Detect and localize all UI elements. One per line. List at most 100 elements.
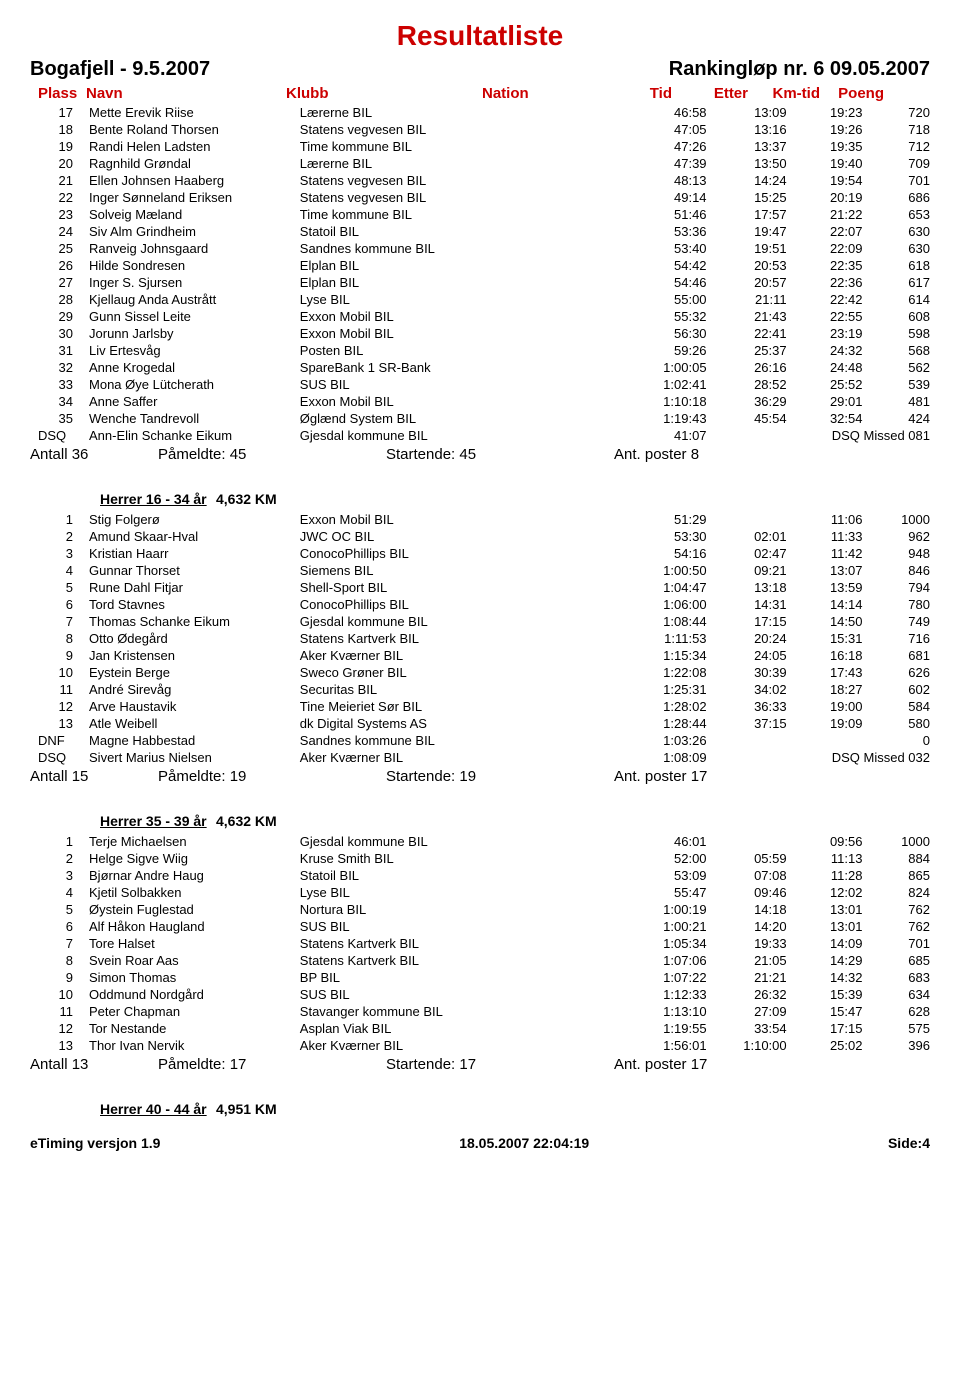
cell-kmtid (787, 732, 863, 749)
cell-plass: 18 (30, 121, 89, 138)
cell-nation (506, 342, 622, 359)
cell-etter: 13:50 (707, 155, 787, 172)
cell-kmtid: 25:02 (787, 1037, 863, 1054)
cell-kmtid: 18:27 (787, 681, 863, 698)
cell-klubb: Elplan BIL (300, 257, 507, 274)
cell-kmtid: 25:52 (787, 376, 863, 393)
cell-klubb: Aker Kværner BIL (300, 1037, 507, 1054)
cell-plass: 5 (30, 901, 89, 918)
cell-poeng: 712 (863, 138, 931, 155)
table-row: 32Anne KrogedalSpareBank 1 SR-Bank1:00:0… (30, 359, 930, 376)
cell-etter: 14:24 (707, 172, 787, 189)
cell-etter: 21:43 (707, 308, 787, 325)
cell-nation (506, 986, 622, 1003)
cell-plass: 34 (30, 393, 89, 410)
cell-poeng: 630 (863, 240, 931, 257)
cell-kmtid: 14:50 (787, 613, 863, 630)
cell-nation (506, 121, 622, 138)
cell-plass: 32 (30, 359, 89, 376)
cell-nation (506, 969, 622, 986)
cell-navn: Eystein Berge (89, 664, 300, 681)
cell-klubb: Securitas BIL (300, 681, 507, 698)
cell-navn: Atle Weibell (89, 715, 300, 732)
cell-klubb: Siemens BIL (300, 562, 507, 579)
cell-plass: 31 (30, 342, 89, 359)
table-row: DSQSivert Marius NielsenAker Kværner BIL… (30, 749, 930, 766)
table-row: 6Alf Håkon HauglandSUS BIL1:00:2114:2013… (30, 918, 930, 935)
cell-tid: 51:46 (622, 206, 706, 223)
cell-navn: Otto Ødegård (89, 630, 300, 647)
cell-kmtid: 22:09 (787, 240, 863, 257)
cell-etter: 02:01 (707, 528, 787, 545)
cell-navn: Kjetil Solbakken (89, 884, 300, 901)
cell-navn: Ragnhild Grøndal (89, 155, 300, 172)
cell-nation (506, 749, 622, 766)
cell-klubb: Stavanger kommune BIL (300, 1003, 507, 1020)
cell-poeng: 653 (863, 206, 931, 223)
cell-navn: Peter Chapman (89, 1003, 300, 1020)
cell-plass: 10 (30, 664, 89, 681)
cell-navn: Arve Haustavik (89, 698, 300, 715)
cell-etter: 14:31 (707, 596, 787, 613)
cell-navn: Ranveig Johnsgaard (89, 240, 300, 257)
table-row: 33Mona Øye LütcherathSUS BIL1:02:4128:52… (30, 376, 930, 393)
cell-tid: 1:04:47 (622, 579, 706, 596)
cell-tid: 1:15:34 (622, 647, 706, 664)
cell-klubb: Asplan Viak BIL (300, 1020, 507, 1037)
cell-kmtid: 14:32 (787, 969, 863, 986)
cell-tid: 54:42 (622, 257, 706, 274)
cell-kmtid: 11:42 (787, 545, 863, 562)
cell-kmtid: 13:01 (787, 901, 863, 918)
cell-tid: 54:16 (622, 545, 706, 562)
cell-tid: 52:00 (622, 850, 706, 867)
cell-klubb: Lærerne BIL (300, 155, 507, 172)
table-row: 25Ranveig JohnsgaardSandnes kommune BIL5… (30, 240, 930, 257)
table-row: 30Jorunn JarlsbyExxon Mobil BIL56:3022:4… (30, 325, 930, 342)
cell-poeng: 685 (863, 952, 931, 969)
table-row: 9Jan KristensenAker Kværner BIL1:15:3424… (30, 647, 930, 664)
table-row: 10Oddmund NordgårdSUS BIL1:12:3326:3215:… (30, 986, 930, 1003)
cell-nation (506, 359, 622, 376)
cell-kmtid: 17:43 (787, 664, 863, 681)
table-row: 13Atle Weibelldk Digital Systems AS1:28:… (30, 715, 930, 732)
cell-poeng: 424 (863, 410, 931, 427)
cell-kmtid: 13:01 (787, 918, 863, 935)
table-row: DSQAnn-Elin Schanke EikumGjesdal kommune… (30, 427, 930, 444)
footer-right: Side:4 (888, 1135, 930, 1151)
table-row: 8Otto ØdegårdStatens Kartverk BIL1:11:53… (30, 630, 930, 647)
cell-tid: 46:01 (622, 833, 706, 850)
cell-klubb: Statens Kartverk BIL (300, 952, 507, 969)
cell-tid: 1:13:10 (622, 1003, 706, 1020)
page-footer: eTiming versjon 1.9 18.05.2007 22:04:19 … (30, 1135, 930, 1151)
cell-nation (506, 308, 622, 325)
cell-plass: 13 (30, 715, 89, 732)
table-row: 2Helge Sigve WiigKruse Smith BIL52:0005:… (30, 850, 930, 867)
cell-klubb: Statens vegvesen BIL (300, 189, 507, 206)
category-distance: 4,632 KM (216, 491, 277, 507)
cell-etter: 25:37 (707, 342, 787, 359)
table-row: 8Svein Roar AasStatens Kartverk BIL1:07:… (30, 952, 930, 969)
cell-tid: 51:29 (622, 511, 706, 528)
cell-kmtid: 11:13 (787, 850, 863, 867)
cell-poeng: 626 (863, 664, 931, 681)
cell-poeng: 614 (863, 291, 931, 308)
table-row: 7Thomas Schanke EikumGjesdal kommune BIL… (30, 613, 930, 630)
cell-plass: 4 (30, 884, 89, 901)
cell-etter: 24:05 (707, 647, 787, 664)
cell-etter: 13:18 (707, 579, 787, 596)
table-row: 11Peter ChapmanStavanger kommune BIL1:13… (30, 1003, 930, 1020)
cell-klubb: Gjesdal kommune BIL (300, 613, 507, 630)
cell-plass: 8 (30, 630, 89, 647)
cell-nation (506, 698, 622, 715)
cell-nation (506, 664, 622, 681)
cell-tid: 55:32 (622, 308, 706, 325)
cell-navn: Wenche Tandrevoll (89, 410, 300, 427)
table-row: 6Tord StavnesConocoPhillips BIL1:06:0014… (30, 596, 930, 613)
event-left: Bogafjell - 9.5.2007 (30, 58, 210, 81)
cell-etter: 17:15 (707, 613, 787, 630)
cell-navn: Hilde Sondresen (89, 257, 300, 274)
cell-klubb: Kruse Smith BIL (300, 850, 507, 867)
cell-etter: 26:32 (707, 986, 787, 1003)
cell-etter: 14:18 (707, 901, 787, 918)
cell-plass: 13 (30, 1037, 89, 1054)
